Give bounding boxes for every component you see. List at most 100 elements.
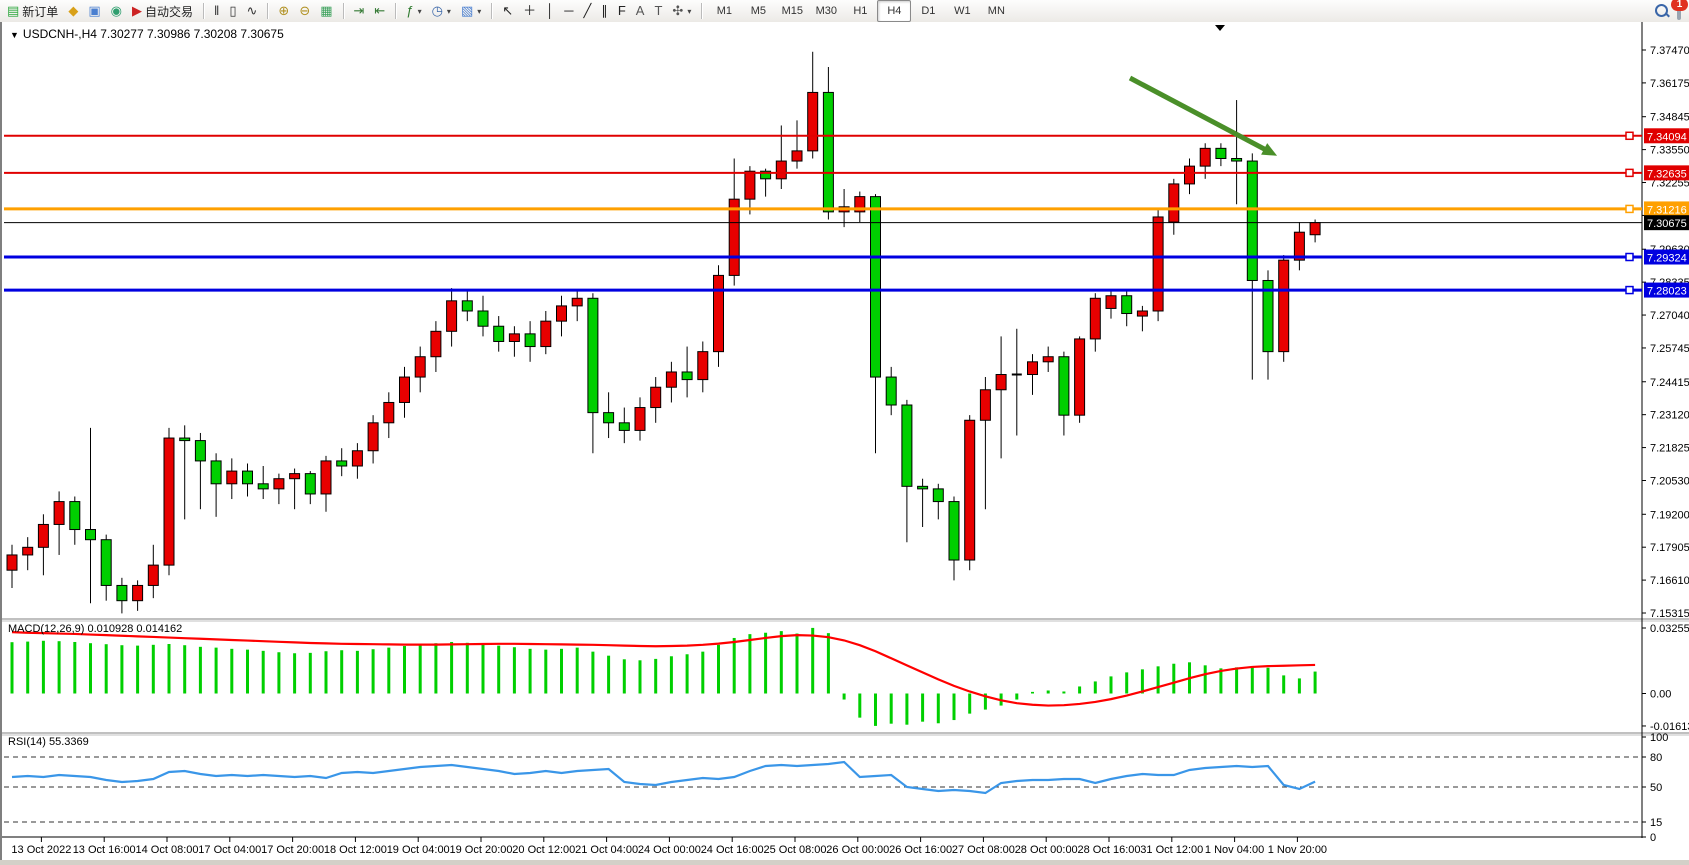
periods-menu-button[interactable]: ◷ ▾ (427, 0, 456, 22)
text-button[interactable]: A (631, 0, 650, 22)
bear-candle (116, 584, 128, 602)
arrows-menu-button[interactable]: ✣ ▾ (667, 0, 696, 22)
symbol-title: ▼ USDCNH-,H4 7.30277 7.30986 7.30208 7.30… (10, 27, 284, 41)
bull-candle (37, 523, 49, 548)
timeframe-m30-button[interactable]: M30 (815, 5, 838, 17)
tile-windows-button[interactable]: ▦ (315, 0, 337, 22)
candlestick-chart-button[interactable]: ▯ (224, 0, 241, 22)
bull-candle (1136, 310, 1148, 317)
search-icon[interactable] (1655, 4, 1669, 18)
support-resistance-line-handle[interactable] (1625, 285, 1634, 295)
text-label-button[interactable]: T (649, 0, 667, 22)
macd-histogram-bar (779, 631, 783, 694)
trendline-button[interactable]: ╱ (579, 0, 597, 22)
toolbar-group-objects: ↖ ＋ │ ─ ╱ ∥ F A T ✣ ▾ (495, 0, 698, 22)
macd-histogram-bar (1046, 690, 1050, 694)
timeframe-m5-button[interactable]: M5 (750, 5, 766, 17)
notification-badge: 1 (1671, 0, 1688, 11)
price-line-label: 7.32635 (1647, 168, 1687, 180)
notifications-button[interactable]: 1 (1671, 0, 1688, 20)
indicators-menu-button-dropdown-icon[interactable]: ▾ (417, 6, 422, 16)
new-order-icon: ▤ (7, 3, 20, 18)
price-tick-label: 7.24415 (1650, 377, 1689, 389)
timeframe-d1-button[interactable]: D1 (921, 5, 936, 17)
timeframe-m1-button[interactable]: M1 (716, 5, 732, 17)
line-chart-button[interactable]: ∿ (242, 0, 263, 22)
bear-candle (1215, 147, 1227, 160)
timeframe-h1-button[interactable]: H1 (853, 5, 868, 17)
support-resistance-line-handle[interactable] (1625, 131, 1634, 141)
timeframe-w1-button[interactable]: W1 (954, 5, 971, 17)
cursor-button[interactable]: ↖ (497, 0, 518, 22)
macd-histogram-bar (450, 641, 454, 694)
bear-candle (257, 483, 269, 490)
macd-histogram-bar (57, 641, 61, 694)
indicators-menu-button[interactable]: ƒ ▾ (401, 0, 426, 22)
chevron-down-icon[interactable]: ▼ (10, 30, 19, 40)
autotrading-button[interactable]: ▶ 自动交易 (127, 0, 198, 22)
bull-candle (163, 437, 175, 566)
timeframe-m15-button[interactable]: M15 (781, 5, 804, 17)
zoom-out-button[interactable]: ⊖ (294, 0, 315, 22)
zoom-in-icon: ⊕ (278, 3, 290, 18)
bull-candle (1309, 222, 1321, 236)
bull-candle (1184, 165, 1195, 185)
support-resistance-line-handle[interactable] (1625, 252, 1634, 262)
macd-histogram-bar (1235, 667, 1239, 694)
rsi-axis-label: 100 (1650, 732, 1668, 744)
chart-window[interactable]: ▼ USDCNH-,H4 7.30277 7.30986 7.30208 7.30… (0, 22, 1689, 860)
timeframe-h4-button[interactable]: H4 (877, 0, 912, 22)
bear-candle (1231, 158, 1243, 162)
bear-candle (85, 529, 96, 541)
templates-menu-button-dropdown-icon[interactable]: ▾ (477, 6, 482, 16)
time-tick-label: 19 Oct 04:00 (387, 844, 450, 856)
time-tick-label: 24 Oct 16:00 (701, 844, 764, 856)
timeframe-mn-button[interactable]: MN (987, 5, 1005, 17)
trend-arrow[interactable] (1128, 75, 1272, 155)
auto-scroll-button[interactable]: ⇥ (349, 0, 370, 22)
chart-canvas[interactable]: 7.374707.361757.348457.335507.322557.309… (2, 22, 1689, 860)
crosshair-button[interactable]: ＋ (518, 0, 541, 22)
bear-candle (603, 412, 615, 424)
fibonacci-button[interactable]: F (613, 0, 631, 22)
bear-candle (618, 422, 630, 431)
trend-arrow-head (1261, 143, 1278, 156)
bull-candle (697, 351, 709, 381)
chart-shift-marker-icon[interactable] (1215, 25, 1225, 31)
horizontal-line-icon: ─ (564, 3, 574, 18)
macd-histogram-bar (104, 644, 108, 694)
bull-candle (540, 320, 552, 348)
macd-axis-label: -0.016137 (1650, 721, 1689, 733)
chart-shift-button[interactable]: ⇤ (369, 0, 390, 22)
channel-button[interactable]: ∥ (596, 0, 613, 22)
autotrading-button-label: 自动交易 (144, 4, 193, 19)
bar-chart-button[interactable]: ‖ (209, 0, 224, 22)
macd-histogram-bar (1031, 691, 1034, 694)
toolbar-separator (202, 3, 204, 19)
toolbar-separator (395, 3, 397, 19)
horizontal-line-button[interactable]: ─ (559, 0, 578, 22)
cursor-icon: ↖ (502, 3, 514, 18)
support-resistance-line-handle[interactable] (1625, 168, 1634, 178)
macd-histogram-bar (497, 645, 501, 694)
tile-windows-icon: ▦ (320, 3, 333, 18)
price-line-label-box (1644, 201, 1689, 217)
time-tick-label: 13 Oct 16:00 (73, 844, 136, 856)
support-resistance-line-handle[interactable] (1625, 204, 1634, 214)
timeframe-group: M1 M5 M15 M30 H1 H4 D1 W1 MN (705, 0, 1015, 22)
data-window-button[interactable]: ▣ (83, 0, 105, 22)
alerts-button[interactable]: ◆ (63, 0, 83, 22)
price-tick-label: 7.37470 (1650, 45, 1689, 57)
periods-menu-button-dropdown-icon[interactable]: ▾ (446, 6, 451, 16)
vertical-line-button[interactable]: │ (541, 0, 559, 22)
bull-candle (964, 419, 976, 561)
bear-candle (885, 376, 897, 406)
new-order-button[interactable]: ▤ 新订单 (2, 0, 63, 22)
bull-candle (634, 407, 646, 431)
arrows-menu-button-dropdown-icon[interactable]: ▾ (687, 6, 692, 16)
macd-histogram-bar (198, 646, 202, 694)
community-button[interactable]: ◉ (106, 0, 127, 22)
templates-menu-button[interactable]: ▧ ▾ (456, 0, 486, 22)
zoom-in-button[interactable]: ⊕ (273, 0, 294, 22)
macd-histogram-bar (748, 634, 752, 694)
